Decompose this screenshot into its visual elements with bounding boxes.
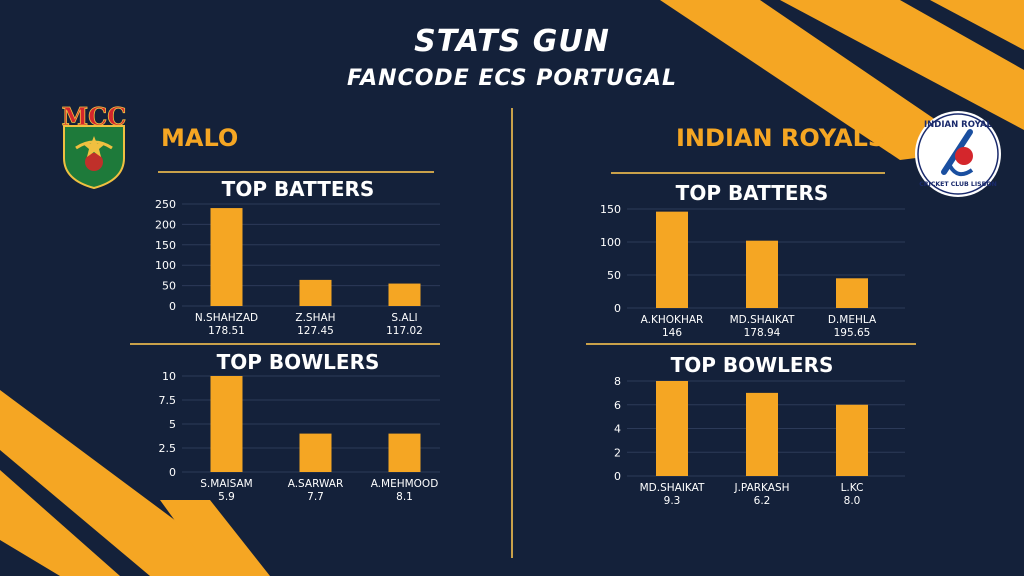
x-tick-sublabel: 9.3 [664,495,681,507]
x-tick-sublabel: 127.45 [297,325,334,337]
y-tick-label: 7.5 [159,394,177,407]
stripe-top-right-1 [660,0,980,160]
x-tick-sublabel: 195.65 [834,327,871,339]
bar [210,376,243,472]
x-tick-label: Z.SHAH [295,312,335,324]
bar [746,240,778,308]
team-name-left: MALO [161,124,239,152]
divider-left-top [158,171,434,173]
y-tick-label: 0 [169,466,176,479]
page-title: STATS GUN [414,24,610,59]
x-tick-label: L.KC [841,482,864,494]
divider-left-middle [130,343,440,345]
x-tick-label: S.ALI [391,312,417,324]
logo-text-top: INDIAN ROYAL [924,120,993,130]
x-tick-label: S.MAISAM [200,478,252,490]
stripe-top-right-2 [780,0,1024,130]
x-tick-sublabel: 117.02 [386,325,423,337]
x-tick-label: J.PARKASH [733,482,789,494]
y-tick-label: 5 [169,418,176,431]
x-tick-sublabel: 8.0 [844,495,861,507]
y-tick-label: 250 [155,198,176,211]
indian-royal-cricket-club-logo: INDIAN ROYAL CRICKET CLUB LISBON [915,111,1001,197]
x-tick-sublabel: 178.51 [208,325,245,337]
y-tick-label: 50 [607,269,621,282]
bar [746,392,778,476]
y-tick-label: 150 [155,239,176,252]
logo-text: MCC [62,102,127,131]
bar [299,433,332,472]
y-tick-label: 6 [614,399,621,412]
bar [388,283,421,306]
x-tick-label: A.KHOKHAR [641,314,704,326]
x-tick-sublabel: 6.2 [754,495,771,507]
bar [388,433,421,472]
bar [836,404,868,476]
x-tick-sublabel: 178.94 [744,327,781,339]
x-tick-sublabel: 7.7 [307,491,324,503]
stripe-bottom-left-3 [160,500,270,576]
y-tick-label: 100 [600,236,621,249]
y-tick-label: 50 [162,280,176,293]
y-tick-label: 150 [600,203,621,216]
x-tick-label: MD.SHAIKAT [640,482,705,494]
stripe-top-right-3 [930,0,1024,50]
bar [656,381,688,476]
section-title-left-batters: TOP BATTERS [221,177,375,201]
mcc-crest-icon: MCC [61,102,127,190]
team-name-right: INDIAN ROYALS [676,124,886,152]
x-tick-label: A.MEHMOOD [371,478,439,490]
x-tick-label: N.SHAHZAD [195,312,258,324]
x-tick-label: D.MEHLA [828,314,877,326]
divider-right-middle [586,343,916,345]
y-tick-label: 10 [162,370,176,383]
y-tick-label: 2.5 [159,442,177,455]
y-tick-label: 100 [155,259,176,272]
x-tick-label: MD.SHAIKAT [730,314,795,326]
stripe-bottom-left-2 [0,470,120,576]
bar [299,279,332,306]
y-tick-label: 0 [169,300,176,313]
section-title-left-bowlers: TOP BOWLERS [216,350,380,374]
section-title-right-bowlers: TOP BOWLERS [670,353,834,377]
y-tick-label: 8 [614,375,621,388]
y-tick-label: 200 [155,218,176,231]
y-tick-label: 2 [614,446,621,459]
bar [210,208,243,306]
divider-right-top [611,172,885,174]
y-tick-label: 0 [614,302,621,315]
bar [836,278,868,308]
logo-text-bottom: CRICKET CLUB LISBON [919,181,997,188]
bar [656,211,688,308]
x-tick-sublabel: 146 [662,327,682,339]
section-title-right-batters: TOP BATTERS [675,181,829,205]
y-tick-label: 0 [614,470,621,483]
x-tick-sublabel: 8.1 [396,491,413,503]
x-tick-label: A.SARWAR [288,478,344,490]
divider-vertical [511,108,513,558]
page-subtitle: FANCODE ECS PORTUGAL [346,66,678,91]
x-tick-sublabel: 5.9 [218,491,235,503]
y-tick-label: 4 [614,423,621,436]
